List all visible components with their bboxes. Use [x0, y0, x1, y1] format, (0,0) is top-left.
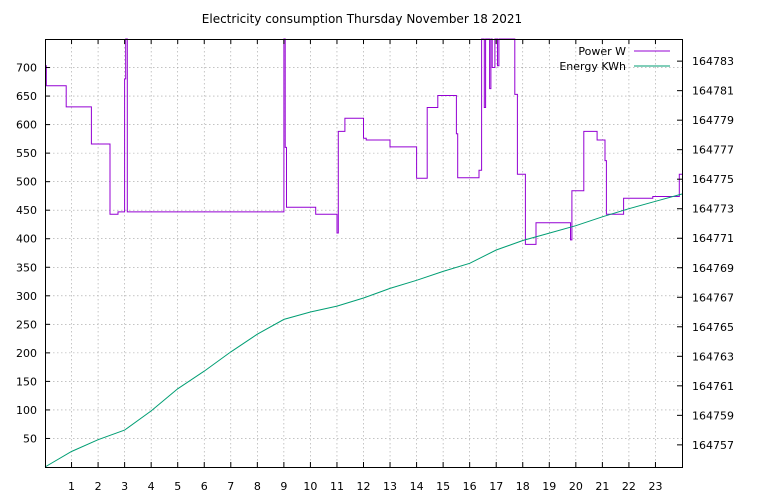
- x-tick-label: 15: [436, 480, 450, 493]
- y-left-tick-label: 200: [16, 347, 37, 360]
- y-right-tick-label: 164781: [692, 85, 734, 98]
- y-left-tick-label: 600: [16, 119, 37, 132]
- y-right-tick-label: 164777: [692, 144, 734, 157]
- x-tick-label: 10: [303, 480, 317, 493]
- y-right-tick-label: 164757: [692, 439, 734, 452]
- y-left-tick-label: 550: [16, 147, 37, 160]
- x-tick-label: 17: [489, 480, 503, 493]
- x-tick-label: 20: [569, 480, 583, 493]
- x-tick-label: 12: [357, 480, 371, 493]
- y-right-tick-label: 164763: [692, 350, 734, 363]
- x-tick-label: 4: [148, 480, 155, 493]
- x-tick-label: 21: [595, 480, 609, 493]
- x-tick-label: 13: [383, 480, 397, 493]
- y-right-tick-label: 164783: [692, 55, 734, 68]
- x-tick-label: 11: [330, 480, 344, 493]
- x-tick-label: 2: [95, 480, 102, 493]
- x-tick-label: 3: [121, 480, 128, 493]
- x-tick-label: 5: [174, 480, 181, 493]
- y-left-tick-label: 250: [16, 318, 37, 331]
- legend: Power W Energy KWh: [559, 45, 670, 73]
- y-right-tick-label: 164779: [692, 114, 734, 127]
- y-right-tick-label: 164759: [692, 409, 734, 422]
- grid: [45, 39, 682, 467]
- x-tick-label: 22: [622, 480, 636, 493]
- y-left-tick-label: 650: [16, 90, 37, 103]
- x-tick-label: 7: [227, 480, 234, 493]
- y-right-tick-label: 164765: [692, 321, 734, 334]
- x-tick-label: 14: [410, 480, 424, 493]
- y-left-tick-label: 300: [16, 290, 37, 303]
- x-tick-label: 16: [463, 480, 477, 493]
- x-tick-label: 18: [516, 480, 530, 493]
- y-left-tick-label: 500: [16, 176, 37, 189]
- y-left-tick-label: 400: [16, 233, 37, 246]
- y-left-tick-label: 150: [16, 375, 37, 388]
- y-right-tick-label: 164773: [692, 203, 734, 216]
- y-right-tick-label: 164775: [692, 173, 734, 186]
- chart-title: Electricity consumption Thursday Novembe…: [202, 12, 522, 26]
- y-left-tick-label: 450: [16, 204, 37, 217]
- legend-label-power-w: Power W: [578, 45, 626, 58]
- x-tick-label: 9: [280, 480, 287, 493]
- y-left-tick-label: 100: [16, 404, 37, 417]
- y-right-tick-label: 164761: [692, 380, 734, 393]
- legend-label-energy-kwh: Energy KWh: [559, 60, 626, 73]
- y-right-tick-label: 164767: [692, 291, 734, 304]
- x-tick-label: 23: [648, 480, 662, 493]
- x-tick-label: 6: [201, 480, 208, 493]
- axes: 1 2 3 4 5 6 7 8 9 10 11 12 13 14 15 16 17 18 19 20 21 22 23501…: [16, 39, 734, 493]
- x-tick-label: 19: [542, 480, 556, 493]
- y-left-tick-label: 50: [23, 432, 37, 445]
- y-left-tick-label: 700: [16, 62, 37, 75]
- x-tick-label: 8: [254, 480, 261, 493]
- y-left-tick-label: 350: [16, 261, 37, 274]
- x-tick-label: 1: [68, 480, 75, 493]
- series-line-energy-kwh: [44, 193, 683, 468]
- plot-frame: [45, 39, 683, 468]
- y-right-tick-label: 164771: [692, 232, 734, 245]
- y-right-tick-label: 164769: [692, 262, 734, 275]
